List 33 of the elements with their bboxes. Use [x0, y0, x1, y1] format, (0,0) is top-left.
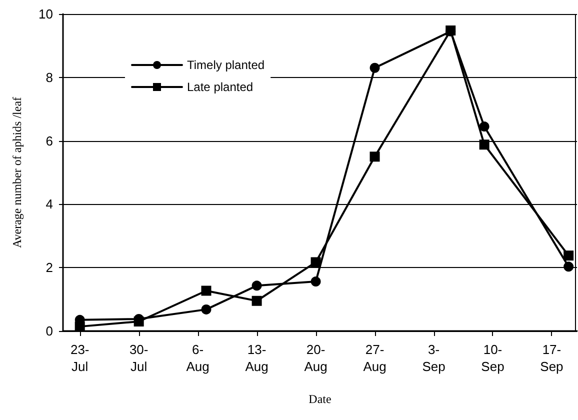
legend-label: Late planted	[187, 80, 254, 94]
x-tick-label: 10- Sep	[481, 342, 504, 374]
point	[134, 316, 144, 326]
point	[252, 296, 262, 306]
y-tick-label: 6	[46, 133, 53, 148]
point	[310, 276, 321, 287]
x-tick-label: 13- Aug	[245, 342, 268, 374]
point	[564, 262, 574, 272]
point	[479, 122, 490, 132]
point	[252, 280, 262, 291]
y-tick-label: 4	[46, 196, 53, 212]
point	[310, 257, 321, 268]
point	[74, 322, 85, 332]
y-tick-label: 2	[46, 260, 53, 276]
x-tick-label: 6- Aug	[186, 342, 210, 374]
x-tick-label: 30- Jul	[129, 342, 148, 374]
y-tick-label: 10	[38, 6, 53, 22]
x-tick-label: 20- Aug	[304, 342, 328, 374]
point	[479, 140, 490, 150]
x-axis-title: Date	[308, 392, 332, 406]
point	[370, 152, 380, 162]
point	[201, 286, 212, 296]
point	[370, 62, 380, 73]
y-axis-title: Average number of aphids /leaf	[10, 96, 24, 248]
point	[201, 304, 212, 314]
x-tick-label: 23- Jul	[70, 342, 90, 374]
x-tick-label: 17- Sep	[540, 342, 564, 374]
x-tick-label: 27- Aug	[363, 342, 386, 374]
y-tick-label: 8	[46, 70, 53, 85]
legend-label: Timely planted	[187, 58, 265, 72]
point	[564, 250, 574, 261]
x-tick-label: 3- Sep	[422, 342, 446, 374]
y-tick-label: 0	[46, 324, 53, 338]
